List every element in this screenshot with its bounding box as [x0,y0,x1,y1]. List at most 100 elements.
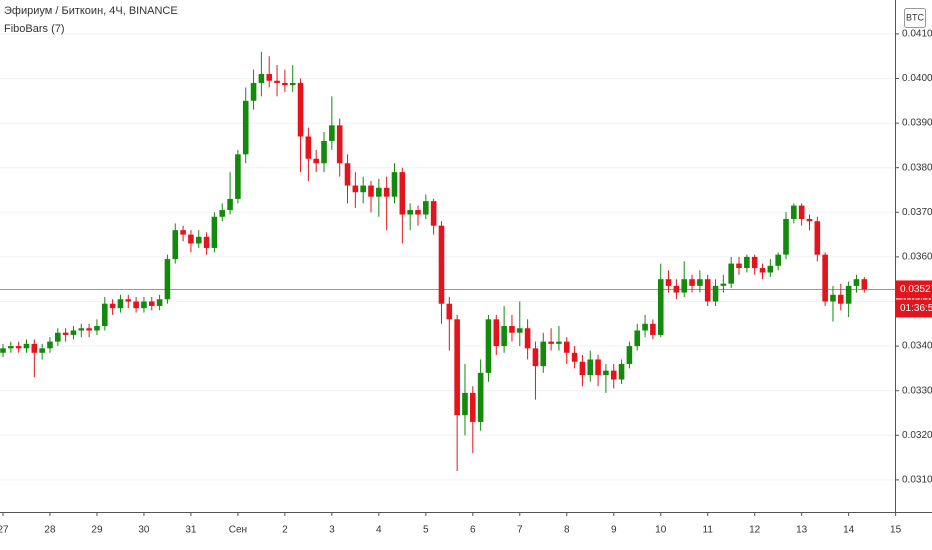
candle-body [188,234,194,244]
candle-body [704,279,711,302]
candle-body [665,279,672,286]
grid [0,33,895,481]
x-tick-label: 4 [376,525,382,536]
candle-body [39,348,45,353]
candle-body [383,187,390,197]
candle-body [540,341,547,367]
candle-body [634,330,641,347]
candle-body [759,268,766,273]
candle-body [117,299,124,309]
candle-body [250,82,257,101]
candle-body [329,125,335,141]
candle-body [180,230,186,235]
y-tick-label: 0.031000 [902,475,932,486]
candle-body [838,294,844,304]
candle-body [415,210,421,215]
candle-body [148,301,155,306]
candle-body [62,332,69,335]
x-tick-label: 3 [329,525,335,536]
candle-body [438,225,445,304]
candle-body [791,205,797,219]
candle-body [368,185,374,197]
x-tick-label: 2 [282,525,288,536]
candle-body [610,370,617,380]
candle-body [642,323,648,331]
candle-body [728,263,734,284]
candle-body [407,210,413,215]
x-tick-label: Сен [229,525,247,536]
candle-body [242,100,249,155]
candle-body [798,205,805,219]
countdown-box [896,299,932,318]
candle-body [814,221,821,255]
candle-body [321,140,327,164]
x-tick-label: 27 [0,525,9,536]
candle-body [454,319,460,416]
candle-body [15,346,22,349]
candles [0,51,868,471]
candle-body [289,82,296,86]
y-tick-label: 0.041000 [902,29,932,40]
last-price-label: 0.035270 [900,284,932,295]
candle-body [446,303,453,320]
candle-body [712,285,719,302]
currency-label: BTC [906,12,925,22]
x-tick-label: 8 [564,525,570,536]
candle-body [101,303,108,327]
candle-body [266,74,273,81]
candle-body [587,359,594,376]
candle-body [548,341,554,344]
candle-body [141,301,147,309]
candle-body [532,348,539,367]
candle-body [94,326,100,331]
candle-body [626,346,633,364]
x-tick-label: 13 [796,525,808,536]
candle-body [845,285,852,304]
candle-body [618,363,625,380]
candle-body [109,303,116,309]
candle-body [0,348,6,353]
candle-body [485,319,492,373]
chart-title: Эфириум / Биткоин, 4Ч, BINANCE [4,5,178,17]
candle-body [31,343,38,353]
candle-body [203,236,210,248]
candle-body [736,263,742,269]
candle-body [806,218,813,222]
candle-body [650,323,656,335]
candle-body [681,279,688,293]
candle-body [399,172,406,215]
candle-body [78,328,85,331]
x-tick-label: 12 [749,525,761,536]
x-tick-label: 30 [138,525,150,536]
candle-body [720,283,727,286]
candle-body [861,279,868,290]
candle-body [313,158,319,164]
candle-body [376,187,382,197]
candle-body [571,352,578,362]
x-tick-label: 28 [44,525,56,536]
currency-badge[interactable] [904,8,926,28]
candle-body [767,265,774,273]
y-tick-label: 0.037000 [902,207,932,218]
candle-body [775,254,781,266]
y-tick-label: 0.039000 [902,118,932,129]
candle-body [470,392,476,422]
candle-body [563,341,570,353]
candle-body [391,172,398,197]
candle-body [501,326,507,347]
candle-body [352,185,359,193]
x-tick-label: 5 [423,525,429,536]
candle-body [195,236,202,244]
candle-body [516,328,523,333]
candle-body [282,82,288,86]
candle-body [493,319,500,347]
candle-body [689,279,695,286]
x-tick-label: 31 [185,525,197,536]
candle-body [211,216,218,248]
candle-body [344,163,351,186]
candle-body [227,198,233,211]
x-tick-label: 29 [91,525,103,536]
candle-body [133,301,139,309]
